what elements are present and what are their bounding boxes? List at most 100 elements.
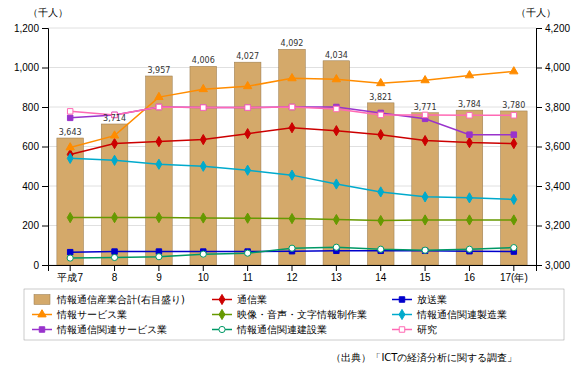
data-label: 4,027	[236, 52, 259, 61]
marker	[378, 112, 383, 117]
marker	[422, 248, 427, 253]
y2-tick: 3,600	[536, 141, 570, 152]
marker	[422, 112, 427, 117]
x-tick-label: 14	[375, 272, 387, 283]
data-label: 4,034	[325, 51, 348, 60]
marker	[200, 161, 206, 171]
bar	[412, 113, 439, 265]
data-label: 3,957	[147, 66, 170, 75]
y2-tick: 4,200	[536, 23, 570, 34]
y-tick: 1,200	[14, 23, 48, 34]
marker	[200, 134, 206, 144]
marker	[289, 170, 295, 180]
marker	[112, 249, 117, 254]
x-tick-mark	[380, 265, 381, 271]
x-tick-mark	[469, 265, 470, 271]
marker	[333, 126, 339, 136]
data-label: 4,092	[281, 39, 304, 48]
grid	[48, 28, 536, 265]
y-tick: 600	[22, 141, 48, 152]
data-label: 3,771	[414, 103, 437, 112]
y2-axis: 3,0003,2003,4003,6003,8004,0004,200	[536, 23, 570, 271]
x-tick-label: 12	[286, 272, 298, 283]
x-tick-mark	[158, 265, 159, 271]
marker	[511, 138, 517, 148]
marker	[199, 84, 207, 91]
marker	[289, 104, 294, 109]
marker	[156, 136, 162, 146]
y2-tick-mark	[536, 186, 542, 187]
x-tick-label: 9	[156, 272, 162, 283]
y2-tick-label: 3,600	[545, 141, 570, 152]
data-label: 3,714	[103, 114, 126, 123]
legend-label: 放送業	[417, 294, 447, 305]
y2-tick: 3,800	[536, 102, 570, 113]
y2-tick-mark	[536, 28, 542, 29]
legend-frame	[24, 289, 564, 340]
legend-entry: 情報通信関連製造業	[392, 309, 507, 320]
x-tick: 15	[420, 265, 432, 283]
x-tick: 8	[112, 265, 118, 283]
y-tick: 1,000	[14, 62, 48, 73]
marker	[245, 165, 251, 175]
legend-entry: 研究	[392, 324, 437, 335]
y2-tick-label: 4,000	[545, 62, 570, 73]
legend-marker	[38, 310, 46, 317]
y-tick-label: 400	[22, 181, 39, 192]
marker	[67, 255, 73, 261]
y2-tick-mark	[536, 147, 542, 148]
x-tick-mark	[336, 265, 337, 271]
marker	[422, 135, 428, 145]
y-axis-line	[42, 29, 49, 266]
legend-entry: 情報サービス業	[32, 309, 127, 320]
marker	[243, 81, 251, 88]
data-labels: 3,6433,7143,9574,0064,0274,0924,0343,821…	[59, 39, 526, 137]
line-series	[67, 244, 517, 261]
legend-marker	[399, 297, 404, 302]
y2-tick-label: 3,000	[545, 260, 570, 271]
marker	[67, 109, 72, 114]
marker	[467, 215, 473, 225]
x-tick-mark	[513, 265, 514, 271]
x-tick-mark	[203, 265, 204, 271]
x-tick: 平成7	[57, 265, 83, 283]
marker	[245, 250, 251, 256]
y-tick: 200	[22, 220, 48, 231]
data-label: 3,784	[458, 100, 481, 109]
grid-line	[48, 28, 536, 29]
marker	[510, 67, 518, 74]
marker	[333, 179, 339, 189]
x-tick: 11	[242, 265, 253, 283]
marker	[200, 213, 206, 223]
x-tick: 17(年)	[500, 265, 528, 283]
y2-axis-title: （千人）	[516, 7, 556, 18]
legend-label: 情報通信関連製造業	[416, 309, 507, 320]
y-tick: 800	[22, 102, 48, 113]
y2-tick-label: 3,400	[545, 181, 570, 192]
legend-entry: 通信業	[212, 294, 267, 305]
y-tick: 400	[22, 181, 48, 192]
bar	[367, 103, 394, 265]
y2-tick-mark	[536, 226, 542, 227]
marker	[112, 138, 118, 148]
x-tick-label: 平成7	[57, 272, 83, 283]
marker	[377, 78, 385, 85]
marker	[112, 213, 118, 223]
y-tick-mark	[42, 226, 48, 227]
marker	[200, 251, 206, 257]
legend-marker	[39, 327, 44, 332]
legend-label: 研究	[417, 324, 437, 335]
data-label: 3,643	[59, 128, 82, 137]
bar-series	[57, 49, 527, 265]
marker	[467, 193, 473, 203]
x-tick-label: 16	[464, 272, 476, 283]
marker	[511, 194, 517, 204]
marker	[378, 187, 384, 197]
line-series	[66, 67, 518, 150]
marker	[67, 249, 72, 254]
legend: 情報通信産業合計(右目盛り)通信業放送業情報サービス業映像・音声・文字情報制作業…	[24, 289, 564, 340]
marker	[245, 105, 250, 110]
marker	[421, 76, 429, 83]
marker	[245, 105, 250, 110]
marker	[378, 215, 384, 225]
